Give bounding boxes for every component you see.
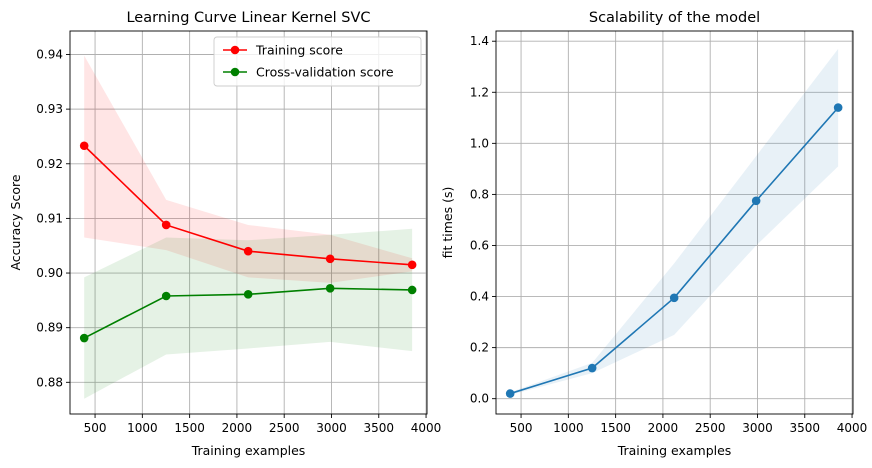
x-tick-label: 2500 [269,421,300,435]
data-point [751,196,761,206]
data-point [243,246,253,256]
y-tick-label: 0.4 [470,290,489,304]
y-tick-label: 0.8 [470,187,489,201]
x-tick-label: 4000 [411,421,442,435]
x-tick-label: 500 [510,421,533,435]
learning-curve-panel: 500 1000 1500 2000 2500 3000 3500 4000 0.88 0.89… [8,10,441,458]
y-tick-label: 0.93 [36,102,63,116]
y-tick-label: 1.4 [470,34,489,48]
data-point [833,103,843,112]
y-tick-label: 0.6 [470,238,489,252]
y-tick-label: 0.0 [470,392,489,406]
x-tick-label: 500 [84,421,107,435]
x-tick-label: 3000 [742,421,773,435]
chart-title: Scalability of the model [589,10,760,26]
confidence-band-0 [510,48,839,395]
confidence-bands [510,48,839,395]
y-tick-label: 0.90 [36,266,63,280]
x-tick-label: 3500 [363,421,394,435]
x-tick-label: 2000 [648,421,679,435]
y-tick-label: 0.89 [36,321,63,335]
y-ticks: 0.88 0.89 0.90 0.91 0.92 0.93 0.94 [36,47,70,389]
x-tick-label: 4000 [837,421,868,435]
data-point [161,291,171,301]
grid [496,31,853,414]
y-tick-label: 0.91 [36,211,63,225]
y-tick-label: 1.2 [470,85,489,99]
series-points [505,103,843,398]
confidence-band-1 [84,228,413,399]
x-ticks: 500 1000 1500 2000 2500 3000 3500 4000 [510,414,868,435]
legend-marker [230,45,240,55]
data-point [587,363,597,373]
x-tick-label: 3500 [789,421,820,435]
x-tick-label: 1500 [174,421,205,435]
legend-label: Cross-validation score [256,65,394,80]
x-axis-label: Training examples [191,443,306,458]
data-point [505,389,515,398]
data-point [161,220,171,230]
plot-area [70,31,427,414]
y-tick-label: 0.2 [470,341,489,355]
y-ticks: 0.0 0.2 0.4 0.6 0.8 1.0 1.2 1.4 [470,34,496,406]
y-tick-label: 0.92 [36,157,63,171]
y-axis-label: fit times (s) [440,187,455,259]
data-point [325,284,335,293]
x-ticks: 500 1000 1500 2000 2500 3000 3500 4000 [84,414,442,435]
y-tick-label: 0.88 [36,375,63,389]
x-axis-label: Training examples [617,443,732,458]
axes-frame [495,30,854,415]
legend-label: Training score [255,43,343,58]
data-point [79,141,89,151]
x-tick-label: 1000 [553,421,584,435]
x-tick-label: 2500 [695,421,726,435]
data-point [325,254,335,264]
y-tick-label: 0.94 [36,47,63,61]
data-point [669,293,679,303]
data-point [79,333,89,343]
legend-entries: Training score Cross-validation score [223,43,394,80]
data-point [407,260,417,270]
series-points [79,141,417,343]
y-tick-label: 1.0 [470,136,489,150]
x-tick-label: 1000 [127,421,158,435]
legend-marker [230,67,240,77]
x-tick-label: 3000 [316,421,347,435]
axes-frame [69,30,428,415]
data-point [243,290,253,299]
legend-box [213,36,422,87]
chart-title: Learning Curve Linear Kernel SVC [126,10,370,26]
plot-area [496,31,853,414]
legend: Training score Cross-validation score [213,36,422,87]
y-axis-label: Accuracy Score [8,174,23,270]
x-tick-label: 1500 [600,421,631,435]
data-point [407,285,417,295]
x-tick-label: 2000 [222,421,253,435]
scalability-panel: 500 1000 1500 2000 2500 3000 3500 4000 0.00.20.… [440,10,867,458]
